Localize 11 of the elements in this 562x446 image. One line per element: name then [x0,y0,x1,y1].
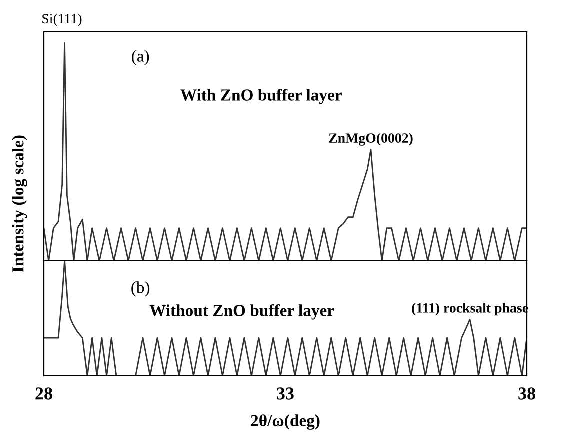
annotation: (a) [132,50,150,66]
annotation: ZnMgO(0002) [329,133,413,146]
x-tick-label: 38 [518,388,536,400]
y-axis-title: Intensity (log scale) [12,136,28,272]
annotation: Without ZnO buffer layer [150,304,334,320]
annotation: (b) [132,282,150,297]
x-axis-title: 2θ/ω(deg) [251,414,320,430]
annotation: With ZnO buffer layer [180,88,342,104]
x-tick-label: 33 [277,388,294,400]
x-tick-label: 28 [36,388,52,400]
annotation: Si(111) [42,14,82,26]
